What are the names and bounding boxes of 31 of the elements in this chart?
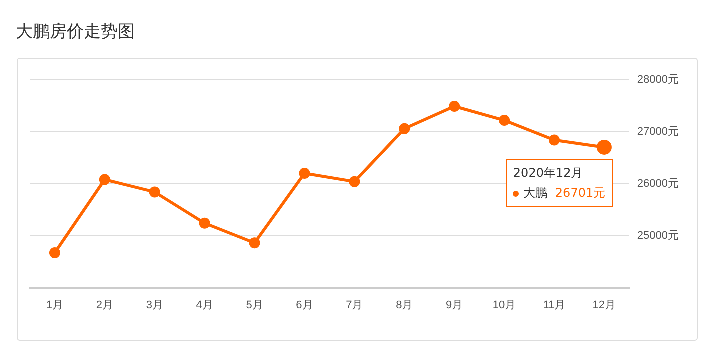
point — [349, 176, 360, 188]
y-tick-label: 25000元 — [637, 230, 680, 242]
y-tick-label: 27000元 — [637, 126, 680, 138]
point — [99, 174, 110, 186]
x-tick-label: 2月 — [96, 299, 114, 312]
x-tick-label: 1月 — [46, 299, 64, 312]
data-label: 26701元 — [555, 186, 606, 200]
point — [49, 247, 60, 258]
point — [249, 238, 260, 249]
point — [399, 123, 410, 134]
point — [548, 134, 560, 146]
x-tick-label: 9月 — [446, 299, 464, 312]
x-tick-label: 7月 — [346, 299, 364, 312]
point — [499, 115, 510, 126]
y-tick-label: 28000元 — [637, 74, 680, 86]
x-tick-label: 6月 — [296, 299, 314, 312]
y-tick-label: 26000元 — [637, 178, 680, 190]
x-tick-label: 4月 — [196, 299, 214, 312]
point — [449, 100, 460, 112]
x-tick-label: 11月 — [543, 299, 566, 312]
annotation: 2020年12月 — [513, 165, 584, 182]
point — [199, 218, 210, 229]
x-tick-label: 8月 — [396, 299, 414, 312]
x-tick-label: 3月 — [146, 299, 164, 312]
x-tick-label: 12月 — [592, 299, 616, 312]
legend-label: 大鹏 — [523, 186, 548, 200]
point — [299, 168, 310, 180]
x-tick-label: 10月 — [492, 299, 516, 312]
chart-title: 大鹏房价走势图 — [16, 21, 135, 43]
x-tick-label: 5月 — [246, 299, 264, 312]
point — [149, 186, 160, 198]
